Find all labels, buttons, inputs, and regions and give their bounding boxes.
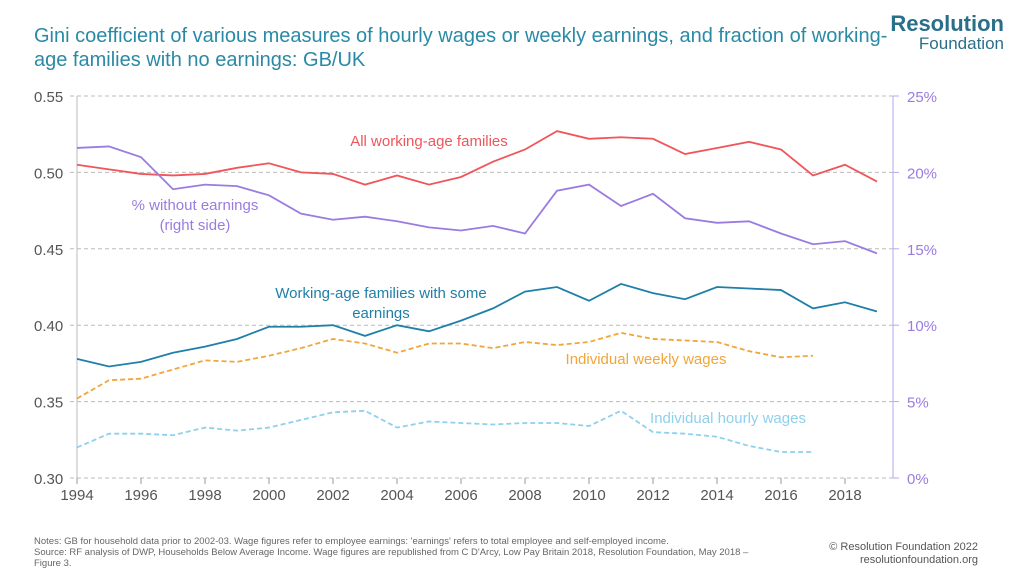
series-line-working-age-families-with-some-earnings	[76, 282, 878, 368]
x-tick-label: 2008	[508, 487, 541, 504]
series-label: Working-age families with some	[275, 285, 486, 302]
series-label: Individual hourly wages	[650, 410, 806, 427]
series-label: % without earnings	[132, 197, 259, 214]
series-line--without-earnings-right-side-	[76, 145, 878, 255]
copyright-block: © Resolution Foundation 2022 resolutionf…	[829, 541, 978, 567]
y2-tick-label: 10%	[907, 318, 937, 335]
x-tick-label: 2010	[572, 487, 605, 504]
website-link[interactable]: resolutionfoundation.org	[859, 554, 978, 566]
x-tick-label: 2004	[380, 487, 413, 504]
x-tick-label: 2016	[764, 487, 797, 504]
x-tick-label: 2014	[700, 487, 733, 504]
chart-notes: Notes: GB for household data prior to 20…	[34, 536, 774, 569]
y2-tick-label: 5%	[907, 395, 929, 412]
y-tick-label: 0.45	[34, 242, 63, 259]
notes-text: Notes: GB for household data prior to 20…	[34, 536, 669, 547]
y2-tick-label: 25%	[907, 89, 937, 106]
x-tick-label: 2000	[252, 487, 285, 504]
logo-line1: Resolution	[890, 11, 1004, 36]
y2-tick-label: 0%	[907, 471, 929, 488]
x-tick-label: 2002	[316, 487, 349, 504]
x-tick-label: 2006	[444, 487, 477, 504]
y-tick-label: 0.35	[34, 395, 63, 412]
x-tick-label: 2018	[828, 487, 861, 504]
x-tick-label: 1998	[188, 487, 221, 504]
y2-tick-label: 15%	[907, 242, 937, 259]
y-tick-label: 0.40	[34, 318, 63, 335]
series-line-all-working-age-families	[76, 130, 878, 186]
x-tick-label: 1996	[124, 487, 157, 504]
y-tick-label: 0.50	[34, 165, 63, 182]
source-text: Source: RF analysis of DWP, Households B…	[34, 547, 749, 569]
series-label-line2: (right side)	[160, 217, 231, 234]
y-tick-label: 0.30	[34, 471, 63, 488]
series-label: All working-age families	[350, 133, 508, 150]
y-tick-label: 0.55	[34, 89, 63, 106]
series-label-line2: earnings	[352, 305, 410, 322]
copyright-text: © Resolution Foundation 2022	[829, 541, 978, 553]
series-line-individual-hourly-wages	[76, 409, 813, 453]
x-tick-label: 1994	[60, 487, 93, 504]
x-tick-label: 2012	[636, 487, 669, 504]
series-label: Individual weekly wages	[566, 351, 727, 368]
logo-line2: Foundation	[918, 34, 1004, 53]
chart-title: Gini coefficient of various measures of …	[34, 25, 888, 71]
series-line-individual-weekly-wages	[76, 331, 814, 400]
y2-tick-label: 20%	[907, 165, 937, 182]
resolution-foundation-logo: Resolution Foundation	[890, 11, 1004, 54]
